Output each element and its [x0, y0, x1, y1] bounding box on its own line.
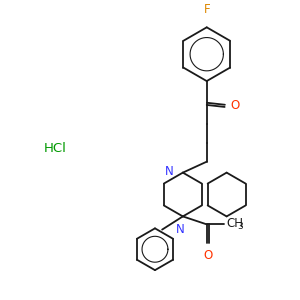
- Text: N: N: [176, 224, 184, 236]
- Text: HCl: HCl: [44, 142, 67, 155]
- Text: O: O: [231, 99, 240, 112]
- Text: 3: 3: [238, 222, 243, 231]
- Text: F: F: [203, 3, 210, 16]
- Text: O: O: [203, 249, 212, 262]
- Text: CH: CH: [226, 217, 244, 230]
- Text: N: N: [165, 165, 174, 178]
